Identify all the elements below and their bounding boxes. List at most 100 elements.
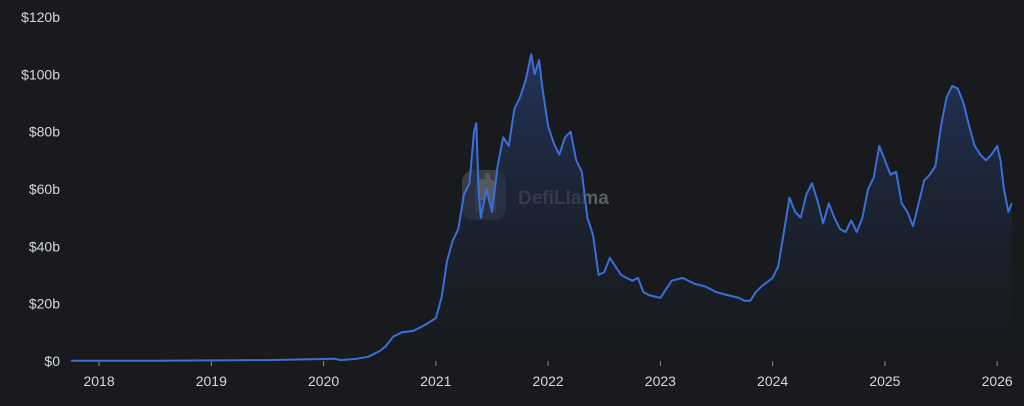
data-point <box>648 294 650 296</box>
data-point <box>845 231 847 233</box>
data-point <box>839 228 841 230</box>
y-tick-label: $80b <box>29 124 60 140</box>
data-point <box>1007 211 1009 213</box>
data-point <box>940 125 942 127</box>
data-point <box>895 171 897 173</box>
data-point <box>979 154 981 156</box>
data-point <box>906 211 908 213</box>
y-tick-label: $40b <box>29 238 60 254</box>
data-point <box>693 283 695 285</box>
data-point <box>822 222 824 224</box>
data-point <box>631 280 633 282</box>
data-point <box>592 234 594 236</box>
data-point <box>485 188 487 190</box>
data-point <box>435 317 437 319</box>
data-point <box>519 96 521 98</box>
data-point <box>901 202 903 204</box>
data-point <box>738 297 740 299</box>
x-tick-label: 2025 <box>869 373 900 389</box>
data-point <box>968 125 970 127</box>
data-point <box>772 277 774 279</box>
data-point <box>478 188 480 190</box>
data-point <box>620 274 622 276</box>
data-point <box>811 182 813 184</box>
data-point <box>805 194 807 196</box>
data-point <box>626 277 628 279</box>
data-point <box>946 96 948 98</box>
data-point <box>368 356 370 358</box>
data-point <box>334 358 336 360</box>
data-point <box>794 211 796 213</box>
data-point <box>558 154 560 156</box>
data-point <box>884 159 886 161</box>
data-point <box>530 53 532 55</box>
data-point <box>570 131 572 133</box>
data-point <box>682 277 684 279</box>
data-point <box>513 108 515 110</box>
data-point <box>553 142 555 144</box>
data-point <box>828 202 830 204</box>
x-tick-label: 2022 <box>533 373 564 389</box>
data-point <box>957 88 959 90</box>
tvl-line <box>71 53 1013 362</box>
data-point <box>534 73 536 75</box>
data-point <box>564 136 566 138</box>
data-point <box>598 274 600 276</box>
data-point <box>991 154 993 156</box>
data-point <box>704 286 706 288</box>
data-point <box>727 294 729 296</box>
data-point <box>800 217 802 219</box>
data-point <box>154 360 156 362</box>
data-point <box>452 240 454 242</box>
data-point <box>1003 188 1005 190</box>
data-point <box>643 291 645 293</box>
data-point <box>384 346 386 348</box>
data-point <box>609 257 611 259</box>
data-point <box>547 125 549 127</box>
data-point <box>267 359 269 361</box>
data-point <box>637 277 639 279</box>
data-point <box>575 159 577 161</box>
data-point <box>457 228 459 230</box>
data-point <box>671 280 673 282</box>
data-point <box>379 350 381 352</box>
data-point <box>867 188 869 190</box>
data-point <box>70 360 72 362</box>
data-point <box>323 358 325 360</box>
x-tick-label: 2019 <box>196 373 227 389</box>
data-point <box>339 359 341 361</box>
data-point <box>586 217 588 219</box>
data-point <box>996 145 998 147</box>
data-point <box>833 217 835 219</box>
data-point <box>508 145 510 147</box>
data-point <box>755 291 757 293</box>
data-point <box>777 265 779 267</box>
x-tick-label: 2023 <box>645 373 676 389</box>
data-point <box>210 359 212 361</box>
data-point <box>392 336 394 338</box>
data-point <box>850 220 852 222</box>
data-point <box>817 200 819 202</box>
x-tick-label: 2024 <box>757 373 788 389</box>
data-point <box>480 217 482 219</box>
data-point <box>463 194 465 196</box>
data-point <box>749 300 751 302</box>
y-tick-label: $120b <box>21 9 60 25</box>
data-point <box>603 271 605 273</box>
data-point <box>491 211 493 213</box>
data-point <box>974 145 976 147</box>
data-point <box>469 182 471 184</box>
data-point <box>446 260 448 262</box>
data-point <box>502 136 504 138</box>
data-point <box>475 122 477 124</box>
y-tick-label: $100b <box>21 66 60 82</box>
data-point <box>760 286 762 288</box>
y-axis: $0 $20b $40b $60b $80b $100b $120b <box>21 9 60 369</box>
data-point <box>934 165 936 167</box>
data-point <box>783 231 785 233</box>
data-point <box>412 330 414 332</box>
data-point <box>441 297 443 299</box>
x-tick-label: 2020 <box>308 373 339 389</box>
